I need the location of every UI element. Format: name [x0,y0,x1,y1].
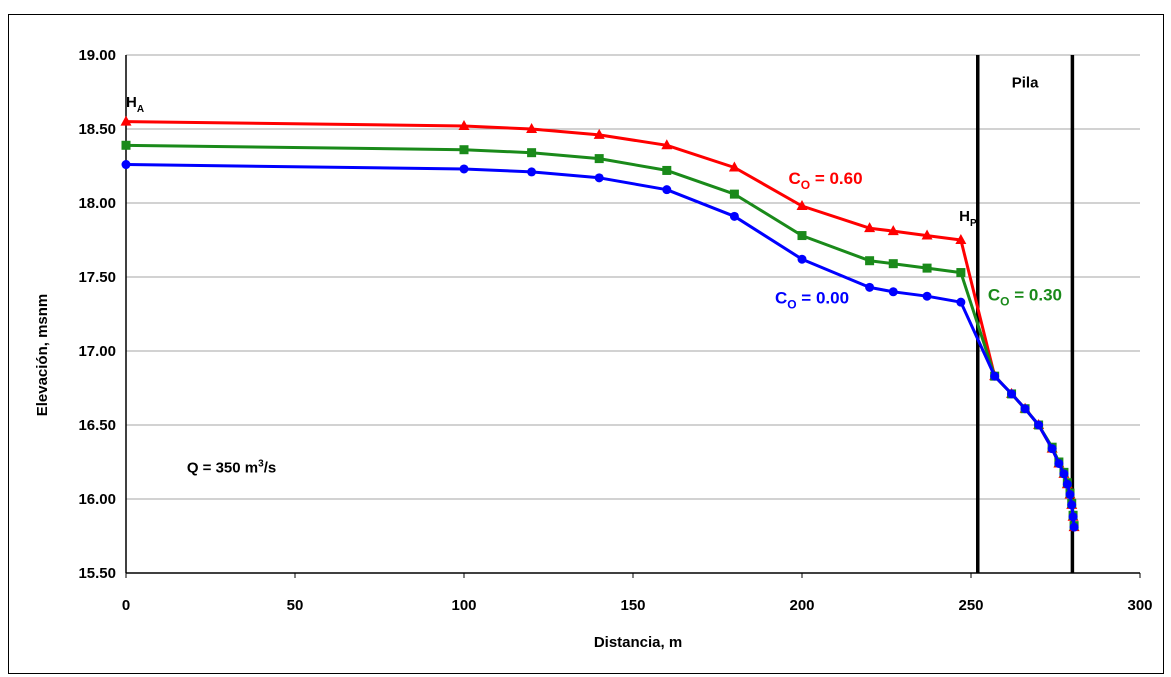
data-point-red [458,120,470,131]
y-tick-label: 18.00 [78,195,116,212]
data-point-green [527,148,537,158]
x-tick-label: 150 [620,597,645,614]
y-tick-label: 15.50 [78,565,116,582]
discharge-label: Q = 350 m3/s [187,458,276,476]
data-point-green [121,140,131,150]
data-point-blue [1059,469,1069,479]
annotation-co060: CO = 0.60 [788,169,862,192]
data-point-blue [527,167,537,177]
annotations: HA HP CO = 0.60 CO = 0.00 CO = 0.30 Pila Q = 3… [126,75,1062,477]
data-point-red [593,128,605,139]
y-tick-label: 18.50 [78,121,116,138]
data-point-blue [1067,500,1077,510]
data-point-green [662,165,672,175]
y-tick-label: 17.00 [78,343,116,360]
data-point-green [922,263,932,273]
gridlines [126,54,1140,500]
y-axis-title: Elevación, msnm [34,294,51,417]
y-tick-label: 16.00 [78,491,116,508]
data-point-blue [1034,420,1044,430]
data-point-green [459,145,469,155]
data-point-blue [1068,512,1078,522]
data-point-red [887,225,899,236]
data-point-red [728,161,740,172]
data-point-green [956,268,966,278]
data-point-blue [1020,404,1030,414]
data-point-green [888,259,898,269]
annotation-co030: CO = 0.30 [988,286,1062,309]
pila-lines [976,55,1075,573]
data-point-blue [1065,490,1075,500]
y-tick-label: 17.50 [78,269,116,286]
data-point-blue [1007,389,1017,399]
data-point-green [594,154,604,164]
data-point-blue [662,185,672,195]
data-point-red [120,115,132,126]
data-point-blue [459,164,469,174]
x-axis-title: Distancia, m [594,634,682,651]
annotation-hp: HP [959,208,977,229]
data-point-blue [865,282,875,292]
data-point-blue [888,287,898,297]
y-tick-label: 16.50 [78,417,116,434]
data-point-red [661,139,673,150]
data-point-red [796,199,808,210]
x-tick-label: 200 [789,597,814,614]
data-point-red [921,229,933,240]
data-point-blue [594,173,604,183]
data-point-blue [797,254,807,264]
data-point-blue [922,291,932,301]
x-tick-label: 0 [122,597,130,614]
x-tick-label: 300 [1127,597,1152,614]
data-point-red [526,123,538,133]
x-tick-label: 100 [451,597,476,614]
x-tick-label: 50 [287,597,304,614]
data-point-blue [1047,444,1057,454]
data-point-blue [990,371,1000,381]
data-point-red [864,222,876,233]
data-point-blue [956,297,966,307]
data-point-green [797,231,807,241]
data-point-blue [1069,522,1079,532]
data-point-blue [729,211,739,221]
data-point-blue [121,160,131,170]
data-point-blue [1054,458,1064,468]
y-tick-label: 19.00 [78,47,116,64]
axes: 15.50 16.00 16.50 17.00 17.50 18.00 18.50 19.00… [78,47,1152,614]
data-point-red [955,234,967,244]
data-point-green [729,189,739,199]
pila-label: Pila [1012,75,1039,92]
annotation-co000: CO = 0.00 [775,289,849,312]
data-point-blue [1062,479,1072,489]
data-point-green [865,256,875,266]
series-group [120,115,1080,532]
annotation-ha: HA [126,94,144,115]
x-tick-label: 250 [958,597,983,614]
